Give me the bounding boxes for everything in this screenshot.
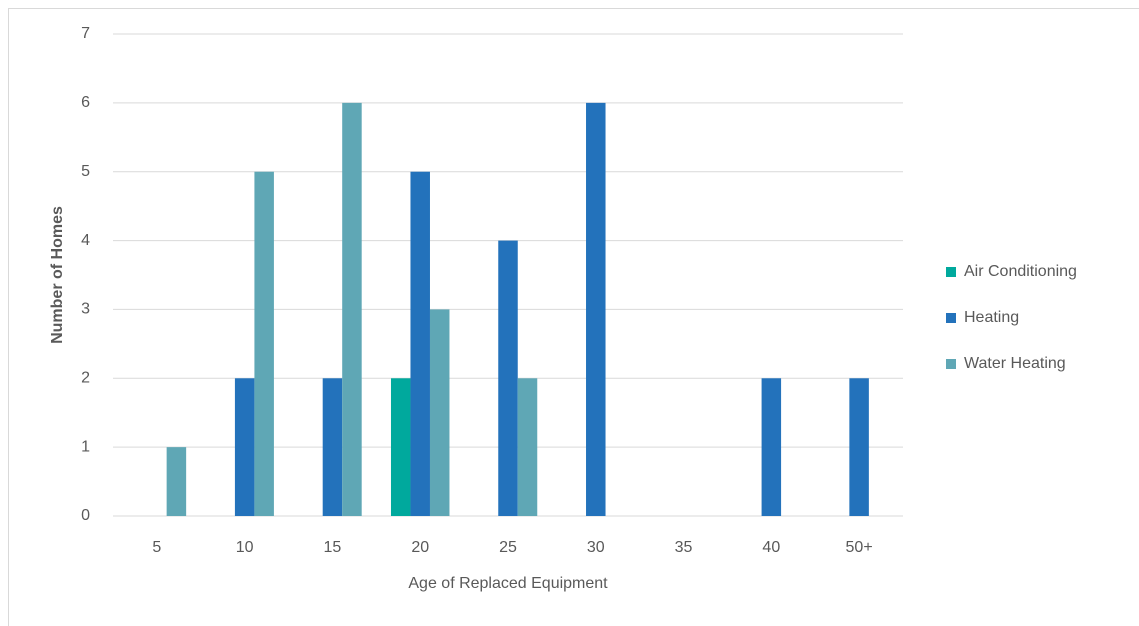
- bar: [586, 102, 606, 516]
- y-tick-label: 3: [81, 301, 90, 318]
- bar: [761, 378, 782, 516]
- y-axis-title: Number of Homes: [49, 206, 66, 344]
- x-tick-label: 5: [152, 539, 161, 556]
- y-tick-label: 5: [81, 163, 90, 180]
- x-tick-label: 40: [762, 539, 780, 556]
- legend-label: Water Heating: [964, 355, 1066, 372]
- legend-label: Heating: [964, 309, 1019, 326]
- bar: [517, 378, 538, 516]
- bar: [166, 447, 187, 516]
- x-tick-label: 20: [411, 539, 429, 556]
- legend-swatch: [946, 359, 956, 369]
- bar: [410, 171, 430, 516]
- y-tick-label: 6: [81, 94, 90, 111]
- legend-swatch: [946, 313, 956, 323]
- bar: [322, 378, 343, 516]
- x-tick-label: 15: [324, 539, 342, 556]
- x-tick-label: 50+: [846, 539, 873, 556]
- x-tick-label: 25: [499, 539, 517, 556]
- legend-label: Air Conditioning: [964, 263, 1077, 280]
- y-tick-label: 7: [81, 25, 90, 42]
- bar: [498, 240, 518, 517]
- x-tick-label: 10: [236, 539, 254, 556]
- y-tick-label: 1: [81, 438, 90, 455]
- x-tick-label: 35: [675, 539, 693, 556]
- x-axis-title: Age of Replaced Equipment: [408, 575, 608, 592]
- y-tick-label: 4: [81, 232, 90, 249]
- bar: [254, 171, 274, 516]
- y-tick-label: 0: [81, 507, 90, 524]
- x-tick-label: 30: [587, 539, 605, 556]
- y-tick-label: 2: [81, 370, 90, 387]
- bar: [342, 102, 362, 516]
- bar: [849, 378, 869, 516]
- legend-swatch: [946, 267, 956, 277]
- bar: [429, 309, 450, 516]
- bar: [390, 378, 411, 516]
- bar: [234, 378, 255, 516]
